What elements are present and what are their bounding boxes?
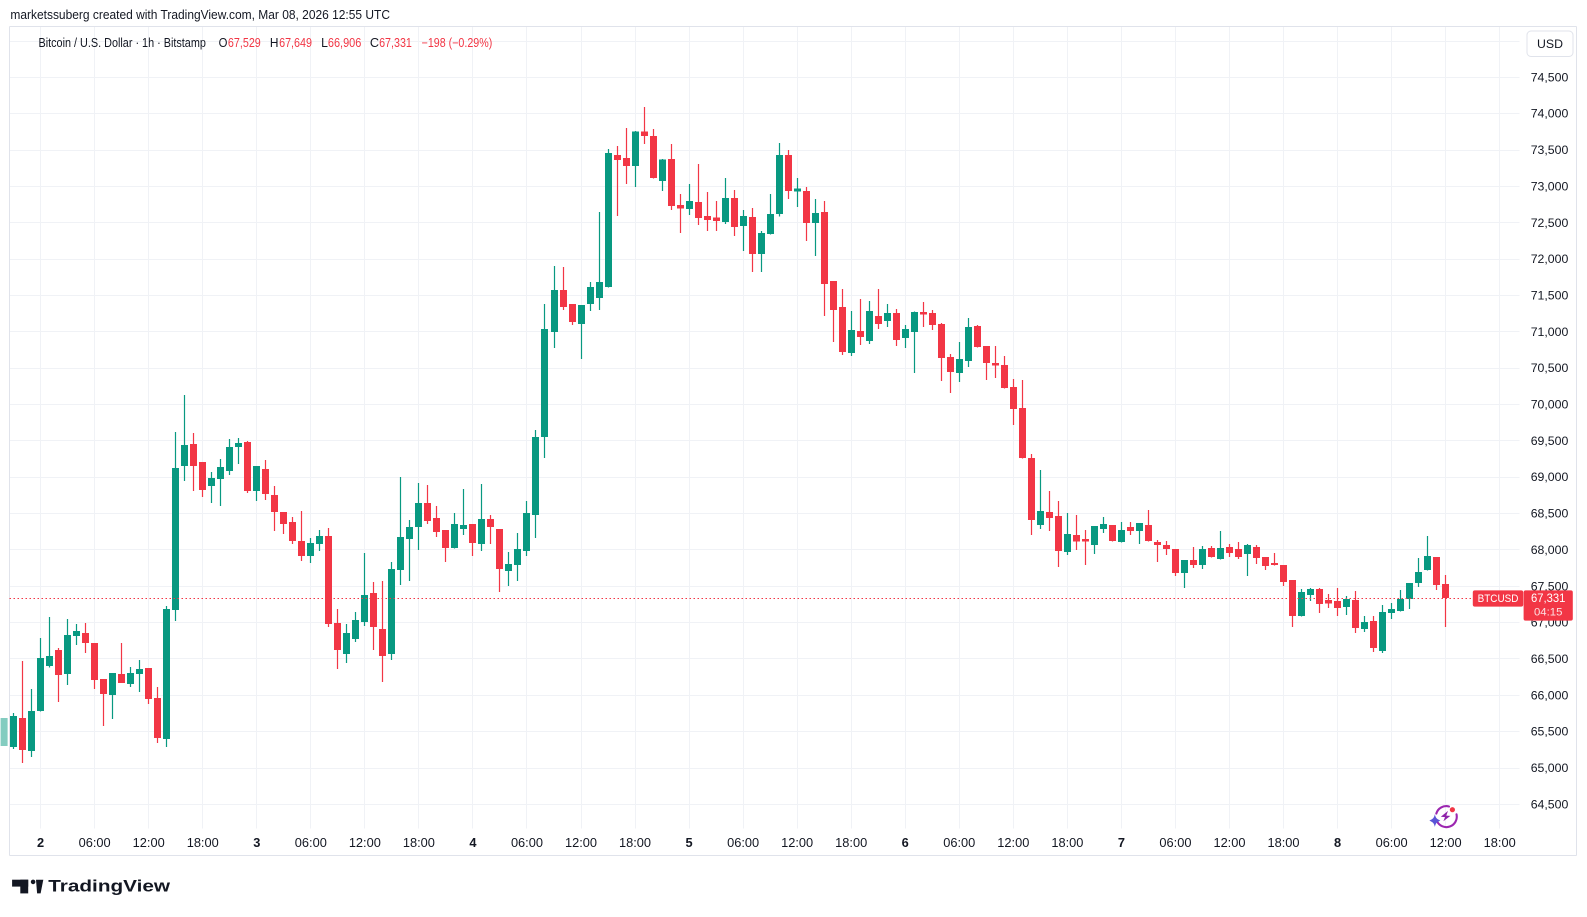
svg-text:06:00: 06:00 [1159,835,1191,850]
svg-text:12:00: 12:00 [997,835,1029,850]
svg-text:18:00: 18:00 [835,835,867,850]
svg-text:06:00: 06:00 [511,835,543,850]
svg-text:71,500: 71,500 [1531,288,1569,302]
svg-text:66,000: 66,000 [1531,688,1569,702]
svg-text:70,000: 70,000 [1531,398,1569,412]
svg-text:69,500: 69,500 [1531,434,1569,448]
svg-text:18:00: 18:00 [1051,835,1083,850]
svg-text:65,000: 65,000 [1531,761,1569,775]
svg-text:H: H [270,36,279,50]
svg-text:8: 8 [1334,835,1341,850]
svg-text:12:00: 12:00 [349,835,381,850]
svg-text:68,000: 68,000 [1531,543,1569,557]
svg-text:12:00: 12:00 [781,835,813,850]
svg-text:12:00: 12:00 [565,835,597,850]
svg-text:73,000: 73,000 [1531,179,1569,193]
svg-text:18:00: 18:00 [1484,835,1516,850]
svg-text:06:00: 06:00 [727,835,759,850]
svg-text:−198 (−0.29%): −198 (−0.29%) [422,36,493,50]
svg-text:64,500: 64,500 [1531,797,1569,811]
svg-text:66,500: 66,500 [1531,652,1569,666]
svg-text:67,331: 67,331 [1531,591,1566,605]
svg-text:5: 5 [686,835,693,850]
svg-text:18:00: 18:00 [403,835,435,850]
svg-text:7: 7 [1118,835,1125,850]
svg-text:BTCUSD: BTCUSD [1478,593,1519,605]
svg-text:18:00: 18:00 [1268,835,1300,850]
svg-text:67,500: 67,500 [1531,579,1569,593]
svg-text:73,500: 73,500 [1531,143,1569,157]
svg-text:71,000: 71,000 [1531,325,1569,339]
svg-text:6: 6 [902,835,909,850]
svg-text:72,500: 72,500 [1531,216,1569,230]
svg-text:12:00: 12:00 [1430,835,1462,850]
svg-text:USD: USD [1537,37,1563,51]
svg-text:04:15: 04:15 [1534,606,1562,618]
svg-text:4: 4 [469,835,477,850]
svg-text:67,529: 67,529 [228,36,261,50]
svg-text:Bitcoin / U.S. Dollar · 1h · B: Bitcoin / U.S. Dollar · 1h · Bitstamp [39,36,206,50]
svg-text:12:00: 12:00 [133,835,165,850]
svg-text:12:00: 12:00 [1213,835,1245,850]
svg-text:06:00: 06:00 [295,835,327,850]
svg-text:3: 3 [253,835,260,850]
svg-text:C: C [370,36,379,50]
svg-text:marketssuberg created with Tra: marketssuberg created with TradingView.c… [10,8,390,22]
svg-text:18:00: 18:00 [187,835,219,850]
svg-text:O: O [219,36,228,50]
svg-text:70,500: 70,500 [1531,361,1569,375]
svg-text:74,000: 74,000 [1531,107,1569,121]
svg-text:L: L [321,36,328,50]
svg-text:06:00: 06:00 [943,835,975,850]
svg-text:74,500: 74,500 [1531,70,1569,84]
svg-text:69,000: 69,000 [1531,470,1569,484]
svg-text:66,906: 66,906 [328,36,361,50]
svg-text:TradingView: TradingView [48,877,171,896]
svg-text:65,500: 65,500 [1531,725,1569,739]
svg-text:67,649: 67,649 [279,36,312,50]
svg-text:06:00: 06:00 [79,835,111,850]
svg-text:72,000: 72,000 [1531,252,1569,266]
svg-text:68,500: 68,500 [1531,507,1569,521]
svg-text:2: 2 [37,835,44,850]
svg-text:06:00: 06:00 [1376,835,1408,850]
svg-text:67,331: 67,331 [379,36,412,50]
svg-text:18:00: 18:00 [619,835,651,850]
